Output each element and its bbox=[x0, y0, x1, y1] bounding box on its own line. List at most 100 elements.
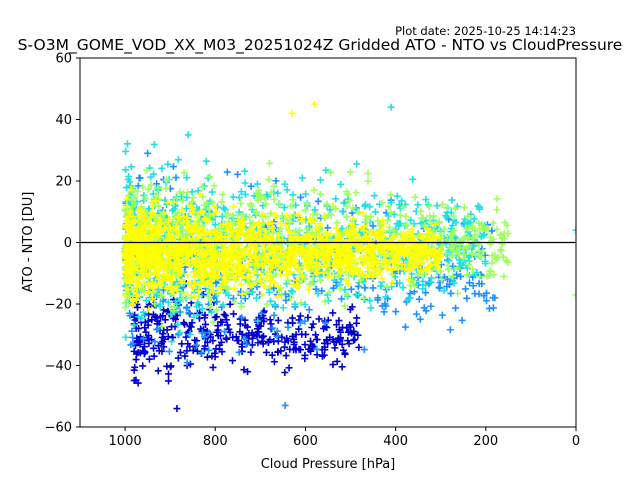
data-point bbox=[413, 245, 421, 253]
data-point bbox=[381, 300, 389, 308]
data-point bbox=[409, 175, 417, 183]
data-point bbox=[177, 193, 185, 201]
data-point bbox=[320, 339, 328, 347]
data-point bbox=[457, 238, 465, 246]
data-point bbox=[292, 331, 300, 339]
data-point bbox=[475, 290, 483, 298]
data-point bbox=[274, 189, 282, 197]
data-point bbox=[241, 250, 249, 258]
data-point bbox=[184, 279, 192, 287]
data-point bbox=[392, 308, 400, 316]
data-point bbox=[390, 232, 398, 240]
data-point bbox=[418, 249, 426, 257]
data-point bbox=[223, 168, 231, 176]
data-point bbox=[493, 225, 501, 233]
data-point bbox=[433, 202, 441, 210]
data-point bbox=[321, 297, 329, 305]
data-point bbox=[206, 173, 214, 181]
data-point bbox=[185, 309, 193, 317]
data-point bbox=[348, 329, 356, 337]
data-point bbox=[296, 312, 304, 320]
data-point bbox=[254, 196, 262, 204]
data-point bbox=[380, 256, 388, 264]
data-point bbox=[200, 345, 208, 353]
data-point bbox=[220, 310, 228, 318]
y-tick-label: 40 bbox=[55, 113, 72, 128]
data-point bbox=[124, 192, 132, 200]
data-point bbox=[362, 253, 370, 261]
data-point bbox=[160, 226, 168, 234]
data-point bbox=[143, 289, 151, 297]
data-point bbox=[201, 311, 209, 319]
data-point bbox=[373, 271, 381, 279]
data-point bbox=[130, 347, 138, 355]
x-axis-label: Cloud Pressure [hPa] bbox=[261, 457, 396, 472]
data-point bbox=[268, 259, 276, 267]
data-point bbox=[348, 209, 356, 217]
data-point bbox=[459, 261, 467, 269]
data-point bbox=[247, 182, 255, 190]
data-point bbox=[293, 276, 301, 284]
data-point bbox=[499, 253, 507, 261]
data-point bbox=[131, 262, 139, 270]
data-point bbox=[297, 193, 305, 201]
data-point bbox=[391, 260, 399, 268]
data-point bbox=[359, 247, 367, 255]
data-point bbox=[387, 191, 395, 199]
data-point bbox=[342, 242, 350, 250]
data-point bbox=[214, 224, 222, 232]
data-point bbox=[122, 276, 130, 284]
data-point bbox=[366, 297, 374, 305]
data-point bbox=[163, 266, 171, 274]
data-point bbox=[139, 251, 147, 259]
data-point bbox=[225, 325, 233, 333]
data-point bbox=[121, 303, 129, 311]
data-point bbox=[201, 320, 209, 328]
data-point bbox=[275, 200, 283, 208]
data-point bbox=[350, 336, 358, 344]
data-point bbox=[427, 278, 435, 286]
data-point bbox=[226, 300, 234, 308]
data-point bbox=[341, 350, 349, 358]
data-point bbox=[178, 206, 186, 214]
data-point bbox=[151, 300, 159, 308]
data-point bbox=[158, 347, 166, 355]
data-point bbox=[219, 257, 227, 265]
data-point bbox=[281, 338, 289, 346]
data-point bbox=[470, 233, 478, 241]
data-point bbox=[220, 204, 228, 212]
data-point bbox=[305, 285, 313, 293]
data-point bbox=[203, 353, 211, 361]
data-point bbox=[242, 340, 250, 348]
data-point bbox=[152, 251, 160, 259]
data-point bbox=[218, 198, 226, 206]
data-point bbox=[329, 271, 337, 279]
data-point bbox=[390, 210, 398, 218]
data-point bbox=[176, 348, 184, 356]
data-point bbox=[302, 232, 310, 240]
data-point bbox=[429, 247, 437, 255]
data-point bbox=[174, 231, 182, 239]
data-point bbox=[206, 259, 214, 267]
y-axis: 60 40 20 0 −20 −40 −60 bbox=[45, 52, 80, 436]
data-point bbox=[295, 325, 303, 333]
data-point bbox=[121, 166, 129, 174]
data-point bbox=[337, 328, 345, 336]
data-point bbox=[497, 247, 505, 255]
data-point bbox=[352, 189, 360, 197]
data-point bbox=[169, 234, 177, 242]
data-point bbox=[355, 290, 363, 298]
data-point bbox=[370, 253, 378, 261]
data-point bbox=[299, 244, 307, 252]
data-point bbox=[227, 226, 235, 234]
data-point bbox=[389, 234, 397, 242]
data-point bbox=[226, 328, 234, 336]
data-point bbox=[174, 156, 182, 164]
data-point bbox=[402, 248, 410, 256]
data-point bbox=[362, 273, 370, 281]
data-point bbox=[378, 199, 386, 207]
data-point bbox=[469, 222, 477, 230]
data-point bbox=[238, 290, 246, 298]
data-point bbox=[201, 333, 209, 341]
data-point bbox=[153, 191, 161, 199]
